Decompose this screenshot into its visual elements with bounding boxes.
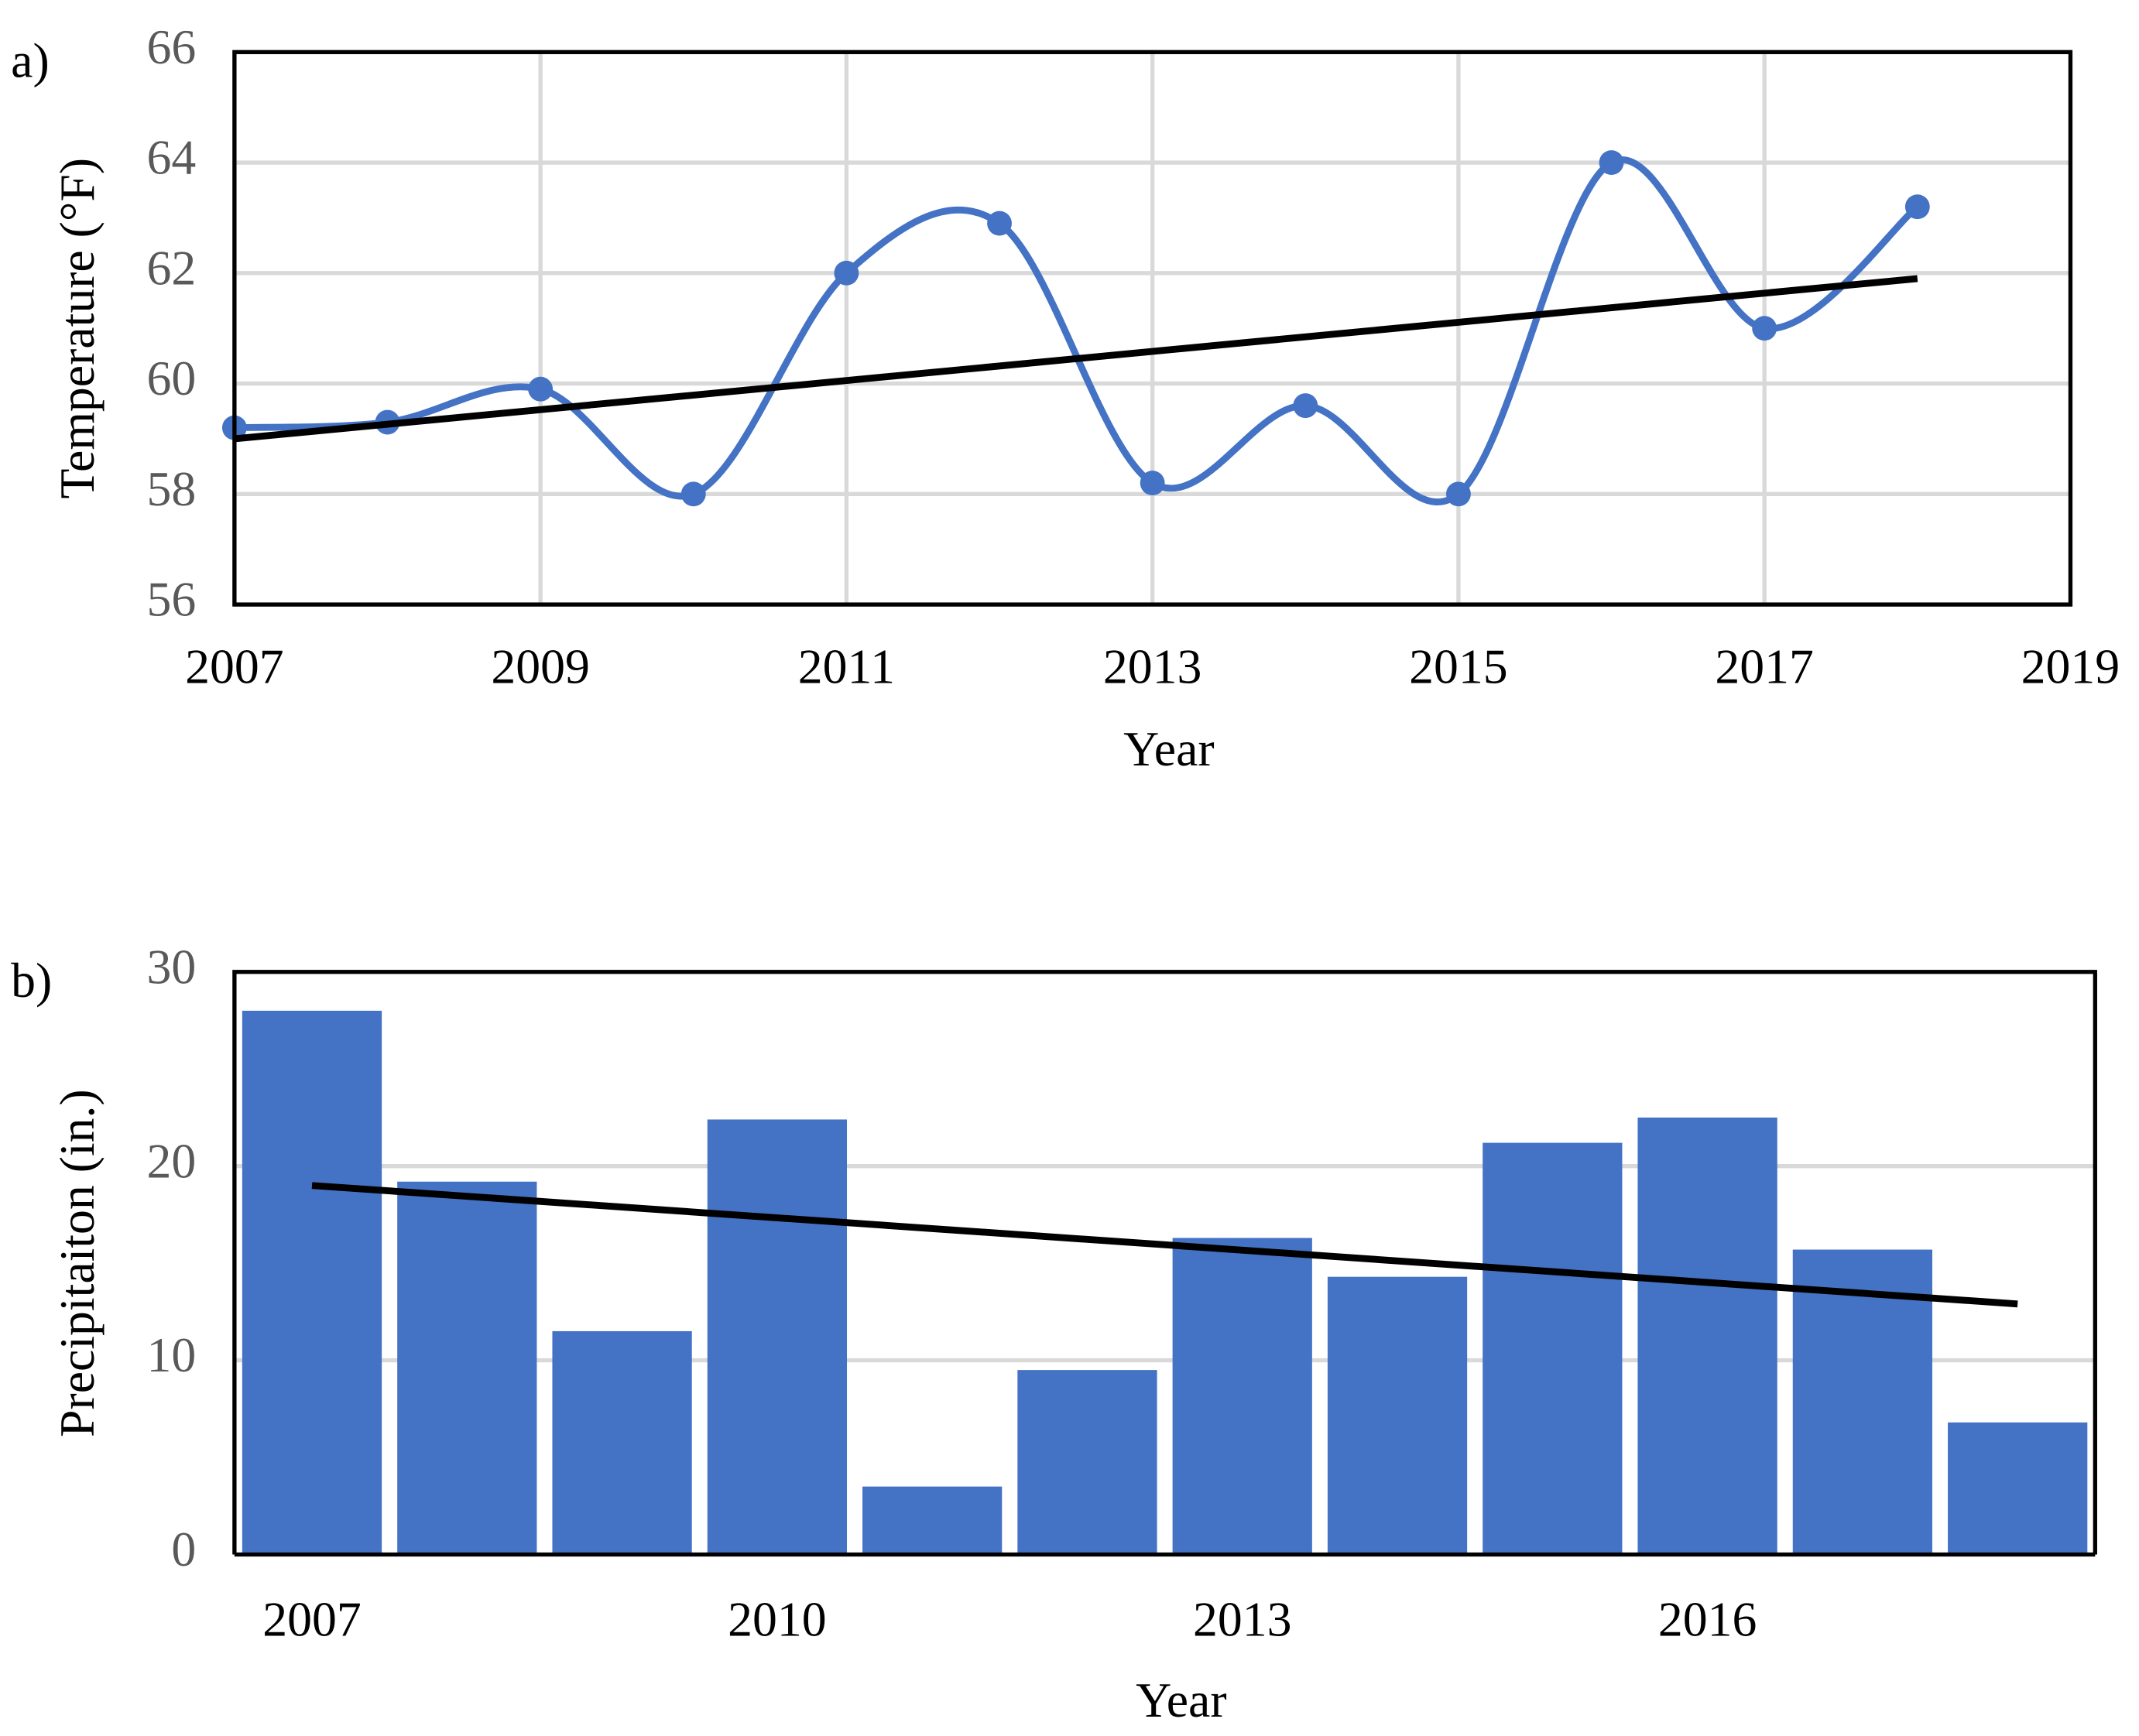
- y-tick-label: 66: [147, 19, 197, 74]
- bar: [552, 1330, 692, 1555]
- data-point: [1599, 150, 1624, 176]
- x-tick-label: 2013: [1103, 639, 1201, 693]
- x-tick-label: 2009: [491, 639, 590, 693]
- x-tick-label: 2016: [1658, 1591, 1757, 1646]
- y-tick-label: 0: [171, 1522, 196, 1577]
- x-tick-label: 2010: [728, 1591, 827, 1646]
- y-tick-label: 62: [147, 240, 197, 295]
- x-tick-label: 2007: [185, 639, 284, 693]
- y-tick-label: 64: [147, 130, 197, 185]
- data-point: [680, 481, 706, 507]
- panel-label: a): [11, 33, 50, 88]
- trendline: [311, 1182, 2018, 1308]
- data-point: [1140, 471, 1165, 495]
- x-tick-label: 2015: [1409, 639, 1508, 693]
- plot-frame: [232, 50, 2073, 607]
- x-tick-label: 2011: [798, 639, 895, 693]
- x-tick-label: 2007: [262, 1591, 362, 1646]
- bar: [1172, 1238, 1312, 1555]
- data-point: [834, 260, 859, 286]
- data-point: [1904, 194, 1930, 220]
- bar: [862, 1486, 1003, 1555]
- y-tick-label: 20: [147, 1133, 197, 1188]
- x-tick-label: 2013: [1193, 1591, 1292, 1646]
- trendline: [234, 275, 1918, 443]
- x-axis-label: Year: [1123, 721, 1214, 776]
- plot-frame: [232, 970, 2097, 1555]
- y-tick-label: 60: [147, 351, 197, 406]
- data-line: [234, 156, 1920, 505]
- y-axis-label: Temperature (°F): [50, 158, 105, 499]
- data-point: [1752, 316, 1777, 341]
- y-axis-label: Precipitaiton (in.): [50, 1089, 105, 1437]
- bar: [1637, 1117, 1777, 1555]
- data-point: [1293, 393, 1318, 419]
- y-tick-label: 56: [147, 572, 197, 627]
- bar: [397, 1181, 537, 1555]
- bar: [1792, 1249, 1933, 1555]
- x-axis-label: Year: [1136, 1673, 1226, 1727]
- x-tick-label: 2019: [2021, 639, 2120, 693]
- y-tick-label: 58: [147, 461, 197, 516]
- bar: [1017, 1370, 1157, 1555]
- bar: [1327, 1276, 1468, 1555]
- data-point: [1445, 481, 1471, 507]
- data-point: [528, 376, 554, 402]
- bar: [1483, 1142, 1623, 1555]
- x-tick-label: 2017: [1715, 639, 1814, 693]
- y-tick-label: 10: [147, 1327, 197, 1382]
- data-point: [987, 211, 1012, 236]
- y-tick-label: 30: [147, 939, 197, 994]
- bar: [1948, 1422, 2088, 1555]
- bar: [707, 1119, 848, 1555]
- bar: [242, 1010, 382, 1555]
- panel-label: b): [11, 953, 52, 1008]
